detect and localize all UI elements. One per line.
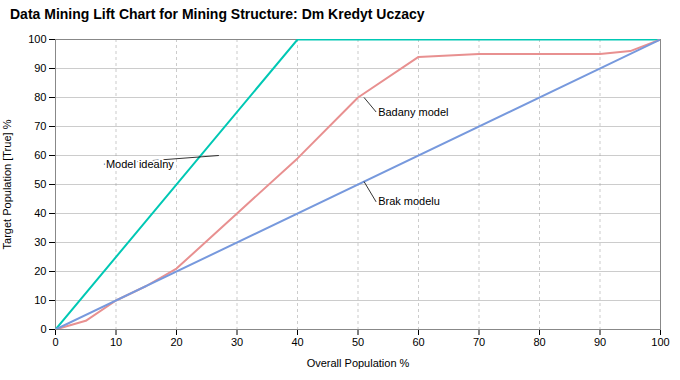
svg-text:Model idealny: Model idealny [106, 158, 174, 170]
svg-text:30: 30 [34, 236, 46, 248]
svg-text:0: 0 [40, 323, 46, 335]
svg-text:100: 100 [651, 336, 669, 348]
svg-text:Brak modelu: Brak modelu [378, 195, 440, 207]
svg-text:50: 50 [34, 178, 46, 190]
svg-text:90: 90 [594, 336, 606, 348]
svg-text:10: 10 [34, 294, 46, 306]
html-text:Data Mining Lift Chart for Min: Data Mining Lift Chart for Mining Struct… [10, 6, 425, 22]
svg-text:20: 20 [34, 265, 46, 277]
svg-text:60: 60 [412, 336, 424, 348]
svg-text:40: 40 [291, 336, 303, 348]
svg-text:90: 90 [34, 62, 46, 74]
svg-text:50: 50 [352, 336, 364, 348]
svg-text:30: 30 [231, 336, 243, 348]
svg-text:100: 100 [28, 33, 46, 45]
svg-text:80: 80 [34, 91, 46, 103]
svg-text:80: 80 [533, 336, 545, 348]
svg-text:10: 10 [110, 336, 122, 348]
svg-text:70: 70 [34, 120, 46, 132]
svg-text:40: 40 [34, 207, 46, 219]
svg-text:60: 60 [34, 149, 46, 161]
svg-text:0: 0 [52, 336, 58, 348]
svg-text:Target Population [True] %: Target Population [True] % [1, 119, 13, 249]
svg-text:Overall Population %: Overall Population % [307, 357, 410, 369]
svg-text:20: 20 [170, 336, 182, 348]
svg-text:Badany model: Badany model [378, 106, 448, 118]
svg-text:70: 70 [473, 336, 485, 348]
